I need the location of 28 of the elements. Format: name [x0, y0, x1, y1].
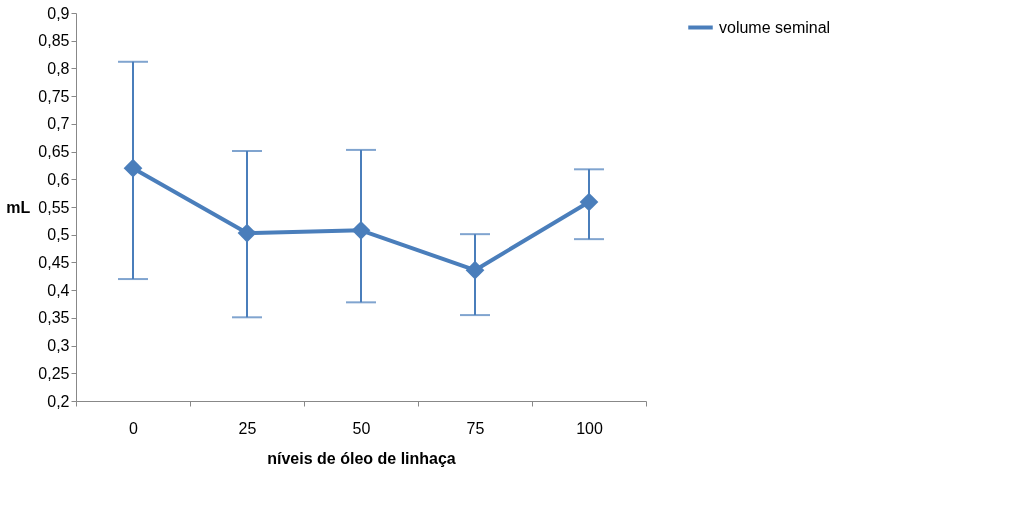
x-tick-label: 25 [238, 419, 257, 437]
y-tick-label: 0,45 [38, 253, 70, 271]
point [351, 220, 371, 240]
x-tick-label: 0 [129, 419, 139, 437]
point [123, 158, 143, 178]
y-tick-label: 0,85 [38, 32, 70, 50]
y-axis-title: mL [6, 198, 31, 216]
legend-label: volume seminal [719, 18, 831, 36]
y-tick-label: 0,35 [38, 309, 70, 327]
x-axis-title: níveis de óleo de linhaça [267, 449, 456, 467]
y-tick-label: 0,7 [47, 115, 70, 133]
point [237, 223, 257, 243]
x-tick-label: 50 [352, 419, 371, 437]
y-tick-label: 0,8 [47, 59, 70, 77]
point [579, 192, 599, 212]
y-tick-label: 0,9 [47, 4, 70, 22]
y-tick-label: 0,65 [38, 143, 70, 161]
y-tick-label: 0,6 [47, 170, 70, 188]
y-tick-label: 0,4 [47, 281, 70, 299]
y-tick-label: 0,55 [38, 198, 70, 216]
x-tick-label: 100 [576, 419, 603, 437]
y-tick-label: 0,2 [47, 392, 70, 410]
y-tick-label: 0,5 [47, 226, 70, 244]
y-tick-label: 0,3 [47, 337, 70, 355]
point [465, 260, 485, 280]
y-tick-label: 0,75 [38, 87, 70, 105]
x-tick-label: 75 [466, 419, 485, 437]
y-tick-label: 0,25 [38, 364, 70, 382]
